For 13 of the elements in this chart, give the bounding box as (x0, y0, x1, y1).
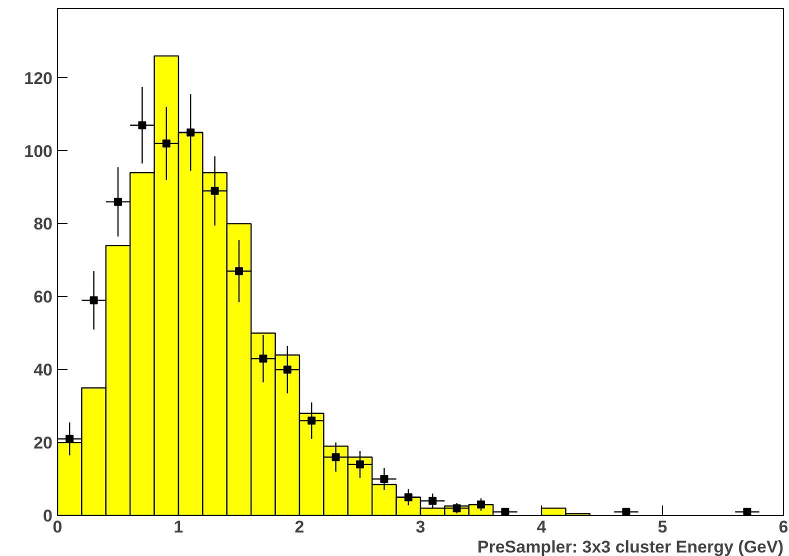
x-axis-title: PreSampler: 3x3 cluster Energy (GeV) (477, 538, 784, 556)
y-tick-label: 100 (24, 142, 53, 161)
y-tick-label: 20 (34, 434, 53, 453)
x-tick-label: 1 (174, 518, 184, 536)
y-tick-label: 80 (34, 214, 53, 234)
x-tick-label: 6 (778, 518, 788, 536)
x-tick-label: 3 (416, 518, 426, 536)
x-tick-label: 4 (536, 518, 547, 536)
x-tick-label: 5 (658, 518, 668, 536)
y-tick-label: 40 (34, 360, 53, 380)
x-tick-label: 2 (294, 518, 304, 536)
y-tick-label: 120 (24, 68, 53, 88)
y-tick-label: 60 (34, 288, 53, 307)
